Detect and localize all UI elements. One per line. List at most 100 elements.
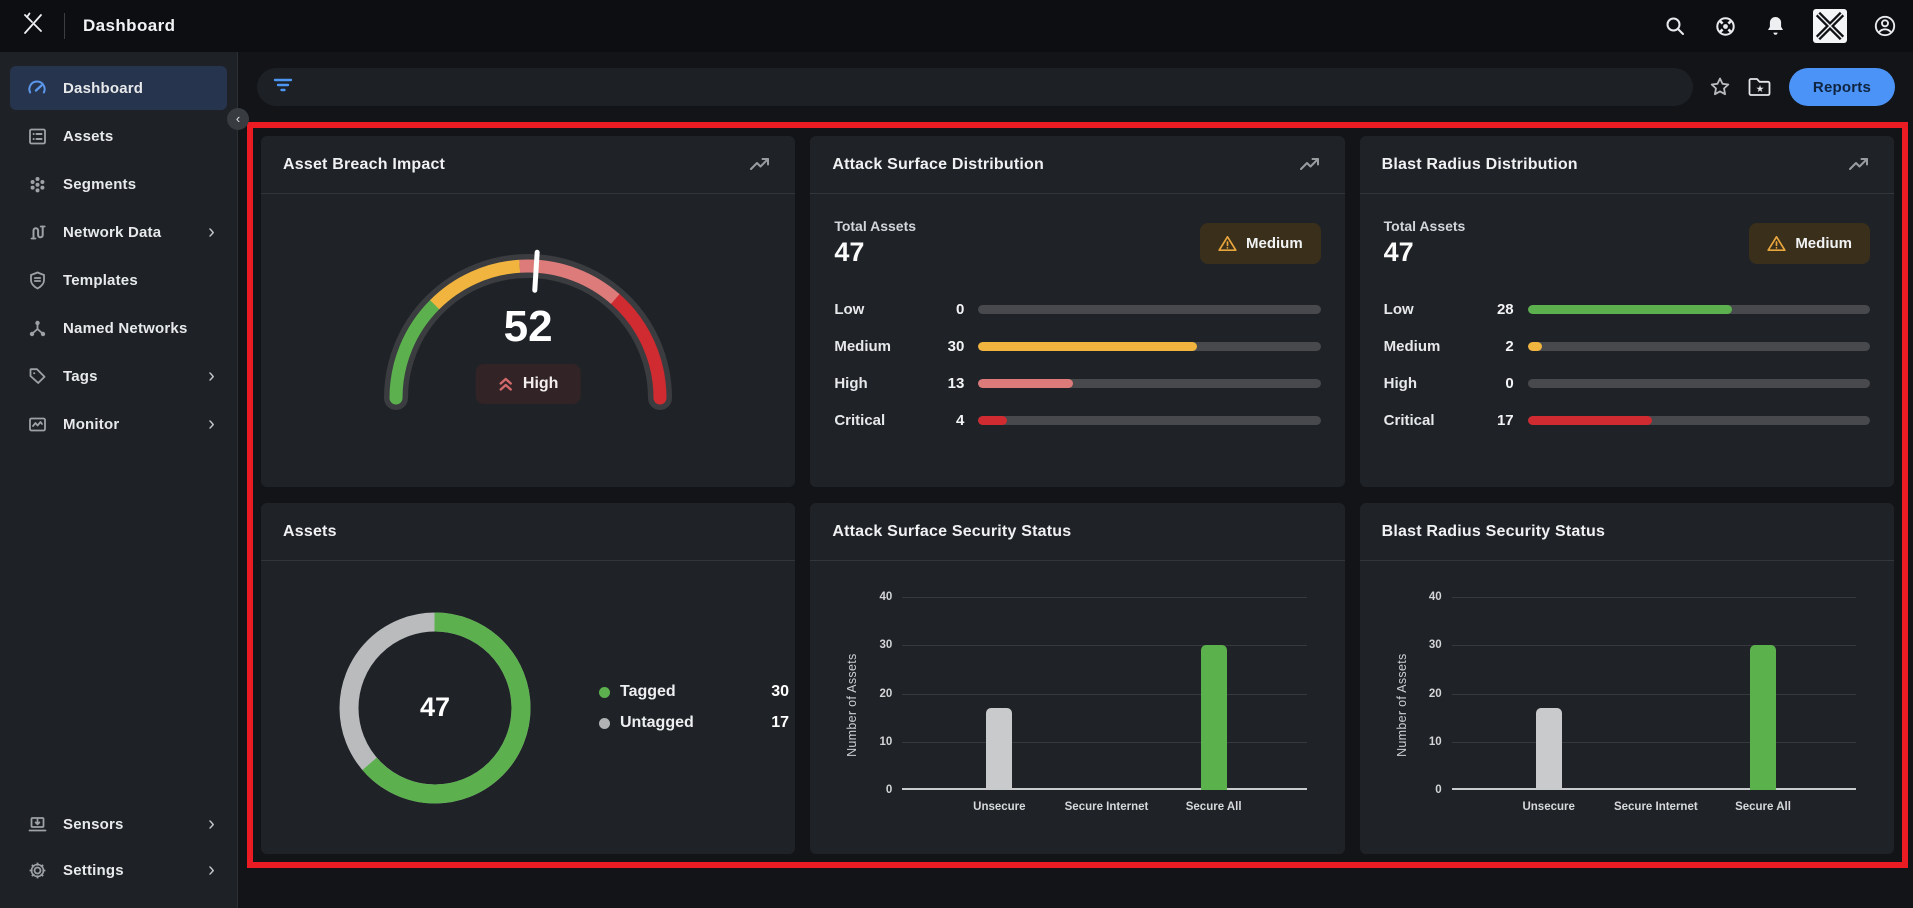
gauge-card-body: 52 High — [261, 194, 795, 487]
app-logo-icon[interactable] — [20, 11, 46, 42]
tagged-dot-icon — [599, 686, 610, 698]
helm-icon[interactable] — [1713, 14, 1737, 38]
trend-icon[interactable] — [1297, 152, 1323, 178]
topbar: Dashboard — [0, 0, 1913, 52]
total-assets-value: 47 — [834, 237, 865, 267]
card-header: Assets — [261, 503, 796, 561]
row-value: 17 — [1496, 412, 1514, 429]
card-title: Blast Radius Security Status — [1381, 522, 1606, 540]
distribution-row-critical: Critical 4 — [834, 407, 1321, 434]
x-axis-line — [1451, 788, 1856, 790]
sidebar-item-network-data[interactable]: Network Data › — [10, 210, 227, 254]
distribution-row-low: Low 28 — [1384, 296, 1870, 323]
row-value: 13 — [947, 375, 965, 392]
sidebar-item-label: Dashboard — [63, 79, 144, 97]
card-header: Attack Surface Distribution — [810, 136, 1345, 194]
row-label: High — [834, 375, 868, 392]
notifications-bell-icon[interactable] — [1763, 14, 1787, 38]
sidebar-item-segments[interactable]: Segments — [10, 162, 227, 206]
chevron-right-icon: › — [208, 859, 215, 881]
security-status-chart: Number of Assets 40 30 20 — [1360, 561, 1894, 854]
bar-track — [978, 416, 1321, 425]
bar-unsecure — [986, 707, 1013, 790]
trend-icon[interactable] — [1846, 152, 1872, 178]
risk-gauge: 52 High — [368, 236, 688, 436]
trend-icon[interactable] — [747, 152, 773, 178]
bar-fill — [1527, 305, 1732, 314]
gridline — [902, 597, 1307, 598]
card-title: Assets — [283, 522, 337, 540]
card-header: Blast Radius Distribution — [1359, 136, 1894, 194]
sidebar: Dashboard Assets — [0, 52, 238, 908]
assets-donut-chart: 47 — [329, 602, 541, 814]
gridline — [1451, 741, 1856, 743]
row-value: 28 — [1496, 301, 1514, 318]
row-value: 0 — [1505, 375, 1514, 392]
cards-grid: Asset Breach Impact — [253, 128, 1902, 862]
row-value: 4 — [955, 412, 965, 429]
sidebar-item-settings[interactable]: Settings › — [10, 848, 227, 892]
assets-list-icon — [26, 125, 48, 147]
named-networks-icon — [26, 317, 48, 339]
total-assets-label: Total Assets — [834, 218, 917, 234]
sidebar-item-label: Templates — [63, 271, 138, 289]
severity-badge: Medium — [1749, 222, 1870, 264]
sidebar-item-templates[interactable]: Templates — [10, 258, 227, 302]
gridline — [1451, 693, 1856, 695]
card-blast-radius-security-status: Blast Radius Security Status Number of A… — [1359, 503, 1894, 854]
legend-label: Tagged — [620, 683, 676, 700]
chevron-right-icon: › — [208, 813, 215, 835]
sidebar-item-assets[interactable]: Assets — [10, 114, 227, 158]
warning-triangle-icon — [1218, 235, 1237, 251]
reports-button[interactable]: Reports — [1788, 68, 1895, 106]
card-attack-surface-security-status: Attack Surface Security Status Number of… — [810, 503, 1345, 854]
card-blast-radius-distribution: Blast Radius Distribution Total Assets — [1359, 136, 1894, 487]
templates-shield-icon — [26, 269, 48, 291]
untagged-dot-icon — [599, 717, 610, 729]
severity-label: Medium — [1795, 234, 1852, 252]
account-icon[interactable] — [1873, 14, 1897, 38]
row-label: High — [1383, 375, 1417, 392]
sidebar-item-sensors[interactable]: Sensors › — [10, 802, 227, 846]
legend-item-tagged: Tagged 30 — [599, 683, 789, 701]
legend-label: Untagged — [620, 714, 694, 731]
sidebar-item-label: Named Networks — [63, 319, 188, 337]
sidebar-footer: Sensors › Settings › — [0, 800, 237, 908]
card-attack-surface-distribution: Attack Surface Distribution Total Assets — [810, 136, 1345, 487]
total-assets-block: Total Assets 47 — [1384, 218, 1466, 268]
gridline — [902, 645, 1307, 647]
y-tick-label: 10 — [879, 735, 893, 748]
filter-search-bar[interactable] — [257, 68, 1693, 106]
total-assets-block: Total Assets 47 — [834, 218, 916, 268]
bar-unsecure — [1535, 707, 1562, 790]
chevrons-up-icon — [499, 377, 513, 391]
sidebar-item-label: Sensors — [63, 815, 124, 833]
monitor-chart-icon — [26, 413, 48, 435]
folder-star-icon[interactable]: ★ — [1747, 74, 1773, 100]
sidebar-item-named-networks[interactable]: Named Networks — [10, 306, 227, 350]
company-logo-badge[interactable] — [1813, 9, 1847, 43]
security-status-body: Number of Assets 40 30 20 — [810, 561, 1344, 854]
sidebar-item-monitor[interactable]: Monitor › — [10, 402, 227, 446]
distribution-row-medium: Medium 30 — [834, 333, 1321, 360]
bar-track — [1527, 416, 1870, 425]
distribution-row-low: Low 0 — [834, 296, 1321, 323]
row-label: Critical — [1383, 412, 1435, 429]
sidebar-item-dashboard[interactable]: Dashboard — [10, 66, 227, 110]
favorite-star-icon[interactable] — [1707, 74, 1733, 100]
x-category-label: Secure All — [1735, 801, 1791, 813]
x-category-label: Secure Internet — [1613, 801, 1698, 813]
sidebar-item-tags[interactable]: Tags › — [10, 354, 227, 398]
y-tick-label: 30 — [879, 639, 893, 652]
gridline — [1451, 645, 1856, 647]
sidebar-item-label: Assets — [63, 127, 114, 145]
x-axis-line — [902, 788, 1307, 790]
bar-track — [978, 305, 1321, 314]
x-category-label: Secure Internet — [1064, 801, 1149, 813]
chevron-right-icon: › — [208, 221, 215, 243]
y-tick-label: 20 — [1428, 687, 1442, 700]
search-icon[interactable] — [1663, 14, 1687, 38]
legend-item-untagged: Untagged 17 — [599, 714, 789, 732]
sidebar-collapse-button[interactable]: ‹ — [227, 108, 249, 130]
distribution-body: Total Assets 47 Medium — [1360, 194, 1894, 487]
